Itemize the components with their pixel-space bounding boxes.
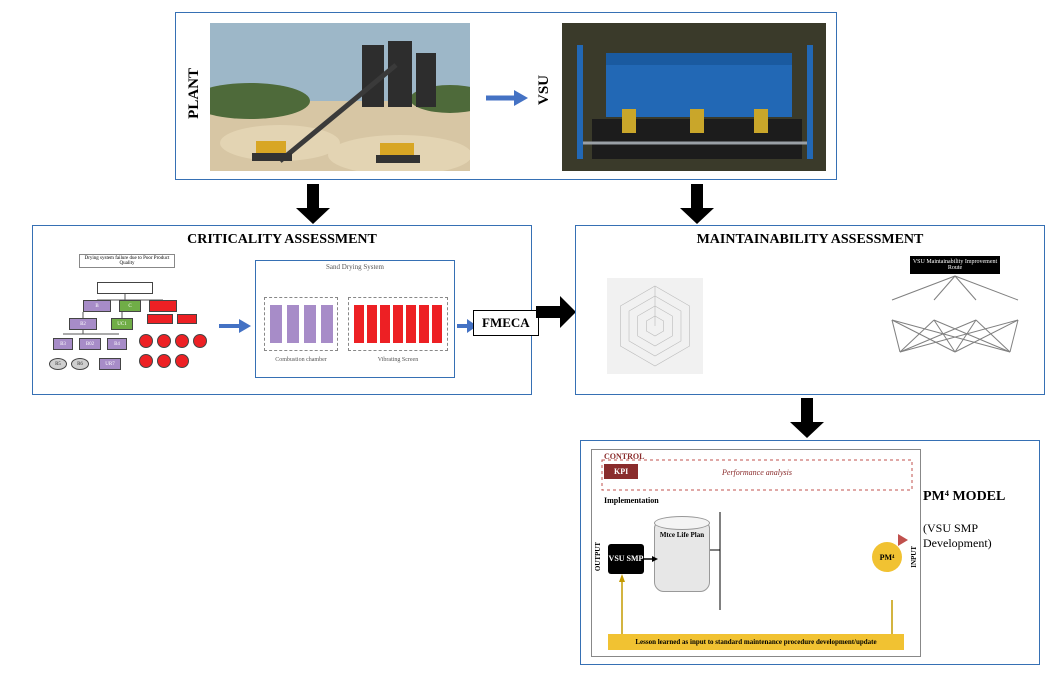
bd-right-bar — [432, 305, 442, 343]
ft-node: B2 — [69, 318, 97, 330]
top-to-maint-arrow-icon — [680, 184, 714, 224]
plant-label: PLANT — [186, 68, 203, 119]
bd-right-label: Vibrating Screen — [348, 357, 448, 363]
pm4-node: PM⁴ — [872, 542, 902, 572]
ft-node — [149, 300, 177, 312]
pm4-side-sub: (VSU SMP Development) — [923, 521, 1027, 551]
bd-right-bar — [393, 305, 403, 343]
ft-node: B4 — [107, 338, 127, 350]
ft-node — [177, 314, 197, 324]
vsu-label: VSU — [536, 75, 553, 105]
ft-node — [139, 334, 153, 348]
ft-node — [193, 334, 207, 348]
vsu-photo — [562, 23, 826, 171]
bd-left-bar — [304, 305, 316, 343]
pm4-diagram: CONTROL KPI Performance analysis Impleme… — [591, 449, 921, 657]
top-panel: PLANT VSU — [175, 12, 837, 180]
bd-left-bar — [287, 305, 299, 343]
fault-tree-diagram: Drying system failure due to Poor Produc… — [39, 254, 215, 380]
ft-node — [97, 282, 153, 294]
bd-left-label: Combustion chamber — [264, 357, 338, 363]
ft-node: B — [83, 300, 111, 312]
plant-photo — [210, 23, 470, 171]
pm4-lesson-bar: Lesson learned as input to standard main… — [608, 634, 904, 650]
top-to-crit-arrow-icon — [296, 184, 330, 224]
maint-to-pm4-arrow-icon — [790, 398, 824, 438]
ft-node: B3 — [53, 338, 73, 350]
ft-top-label: Drying system failure due to Poor Produc… — [79, 254, 175, 268]
maintainability-panel: MAINTAINABILITY ASSESSMENT VSU Maintaina… — [575, 225, 1045, 395]
ft-node — [147, 314, 173, 324]
bd-title: Sand Drying System — [256, 263, 454, 271]
bd-right-bar — [354, 305, 364, 343]
criticality-panel: CRITICALITY ASSESSMENT Drying system fai… — [32, 225, 532, 395]
top-mid-arrow-icon — [484, 87, 528, 109]
criticality-title: CRITICALITY ASSESSMENT — [33, 232, 531, 248]
ft-node — [139, 354, 153, 368]
fmeca-box: FMECA — [473, 310, 539, 336]
crit-to-maint-arrow-icon — [536, 296, 576, 328]
ft-node: R5 — [49, 358, 67, 370]
ft-node — [175, 354, 189, 368]
maintainability-title: MAINTAINABILITY ASSESSMENT — [576, 232, 1044, 248]
bd-right-bar — [380, 305, 390, 343]
block-diagram: Sand Drying System Combustion chamber Vi… — [255, 260, 455, 378]
ft-node: UC1 — [111, 318, 133, 330]
pm4-panel: PM⁴ MODEL (VSU SMP Development) CONTROL … — [580, 440, 1040, 665]
bd-left-bar — [270, 305, 282, 343]
ft-node: B02 — [79, 338, 101, 350]
ahp-hierarchy: VSU Maintainability Improvement Route — [872, 256, 1038, 386]
ft-node: R6 — [71, 358, 89, 370]
ft-to-bd-arrow-icon — [217, 318, 251, 334]
bd-left-bar — [321, 305, 333, 343]
bd-right-bar — [367, 305, 377, 343]
bd-right-bar — [406, 305, 416, 343]
ft-node — [175, 334, 189, 348]
ft-node — [157, 354, 171, 368]
radar-chart-red — [730, 262, 860, 382]
radar-chart-blue — [590, 262, 720, 382]
ft-node — [157, 334, 171, 348]
pm4-side-title: PM⁴ MODEL — [923, 489, 1027, 505]
ft-node: UR7 — [99, 358, 121, 370]
bd-right-bar — [419, 305, 429, 343]
ft-node: C — [119, 300, 141, 312]
